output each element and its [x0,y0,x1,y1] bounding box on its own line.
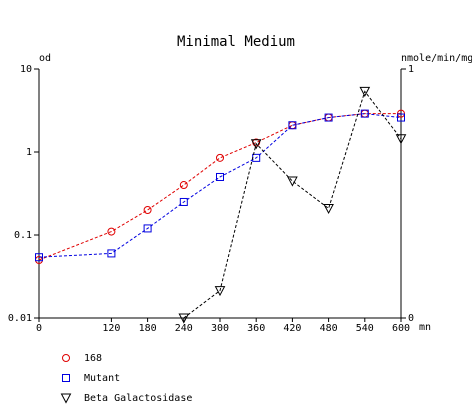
legend-label: 168 [84,353,102,364]
y-axis-label: od [39,53,51,64]
y2-tick-label: 0 [408,313,414,324]
point [323,203,334,215]
chart-title: Minimal Medium [177,34,295,50]
point [359,86,371,97]
legend-marker [60,393,72,404]
x-tick-label: 300 [211,323,229,334]
x-tick-label: 600 [392,323,410,334]
y-tick-label: 10 [20,64,32,75]
legend-label: Mutant [84,373,120,384]
point [35,253,43,262]
y2-tick-label: 1 [408,64,414,75]
x-tick-label: 540 [356,323,374,334]
legend-marker [62,374,70,382]
point [216,172,224,181]
legend-marker [62,354,70,362]
point [324,113,333,122]
point [288,121,297,130]
point [216,153,224,162]
y-tick-label: 0.1 [14,230,32,241]
point [250,139,262,150]
series-line [38,113,402,258]
legend-label: Beta Galactosidase [84,393,192,404]
x-tick-label: 240 [175,323,193,334]
x-tick-label: 480 [320,323,338,334]
point [179,197,188,206]
point [395,134,407,145]
y-tick-label: 1 [26,147,32,158]
point [143,206,152,215]
series-line [183,90,402,319]
point [360,109,369,118]
point [107,249,116,258]
y-tick-label: 0.01 [8,313,32,324]
x-tick-label: 0 [36,323,42,334]
point [179,181,188,190]
point [107,227,116,236]
point [178,313,190,324]
x-axis-label: mn [419,322,431,333]
y2-axis-label: nmole/min/mg [401,53,472,64]
x-tick-label: 420 [283,323,301,334]
point [287,176,298,187]
x-tick-label: 180 [139,323,157,334]
x-tick-label: 120 [102,323,120,334]
point [214,286,226,297]
x-tick-label: 360 [247,323,265,334]
point [143,224,152,233]
point [397,113,405,122]
